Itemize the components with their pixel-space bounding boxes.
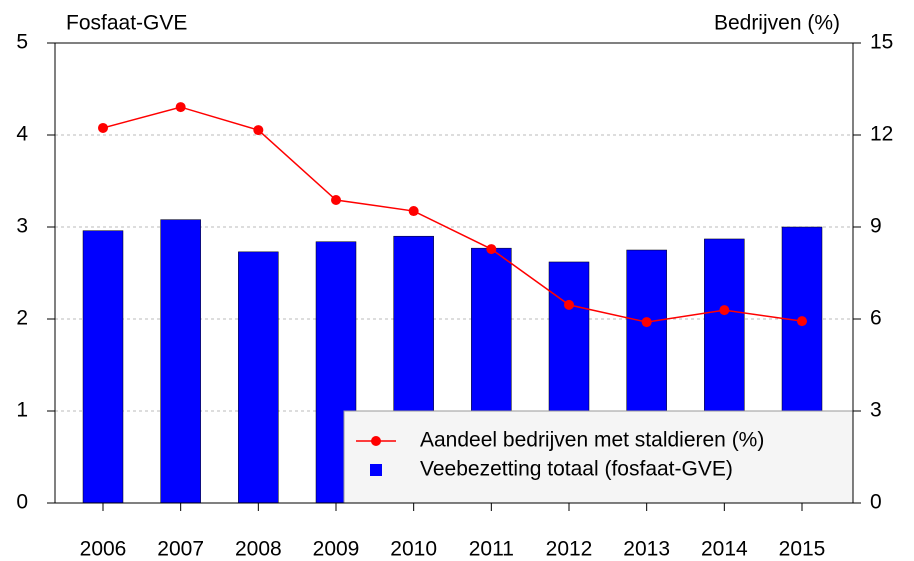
- y-tick-label: 2: [16, 307, 28, 330]
- legend-box: [343, 410, 854, 504]
- line-marker: [98, 122, 108, 133]
- line-marker: [797, 316, 807, 327]
- y2-tick-label: 6: [870, 307, 882, 330]
- x-tick-label: 2012: [546, 538, 593, 561]
- line: [102, 106, 803, 323]
- x-tick-label: 2011: [469, 538, 514, 561]
- legend-marker: [371, 436, 381, 446]
- y2-tick-label: 9: [870, 215, 882, 238]
- legend-label: Veebezetting totaal (fosfaat-GVE): [420, 458, 733, 481]
- x-tick-label: 2013: [623, 538, 670, 561]
- bar: [160, 219, 201, 504]
- x-tick-label: 2010: [390, 538, 437, 561]
- plot-frame: [54, 42, 854, 504]
- line-marker: [408, 206, 419, 217]
- x-tick-label: 2009: [313, 538, 360, 561]
- line-marker: [253, 125, 264, 136]
- line-marker: [486, 244, 497, 255]
- y2-tick-label: 0: [870, 491, 882, 514]
- bar: [238, 251, 279, 504]
- line-marker: [331, 195, 341, 206]
- y-axis-title: Fosfaat-GVE: [66, 12, 187, 35]
- y2-axis-title: Bedrijven (%): [714, 12, 840, 35]
- y-tick-label: 0: [16, 491, 28, 514]
- legend-label: Aandeel bedrijven met staldieren (%): [420, 429, 764, 452]
- legend-marker: [370, 464, 382, 476]
- x-tick-label: 2007: [157, 538, 204, 561]
- y-tick-label: 5: [16, 31, 28, 54]
- y-tick-label: 4: [16, 123, 28, 146]
- line-marker: [641, 317, 652, 328]
- y2-tick-label: 3: [870, 399, 882, 422]
- line-marker: [175, 102, 186, 113]
- y2-tick-label: 12: [870, 123, 893, 146]
- x-tick-label: 2006: [80, 538, 127, 561]
- x-tick-label: 2014: [701, 538, 748, 561]
- x-tick-label: 2008: [235, 538, 282, 561]
- y2-tick-label: 15: [870, 31, 893, 54]
- line-marker: [564, 299, 574, 310]
- x-tick-label: 2015: [779, 538, 826, 561]
- bar: [82, 230, 124, 504]
- y-tick-label: 3: [16, 215, 28, 238]
- line-marker: [719, 305, 730, 316]
- y-tick-label: 1: [16, 399, 28, 422]
